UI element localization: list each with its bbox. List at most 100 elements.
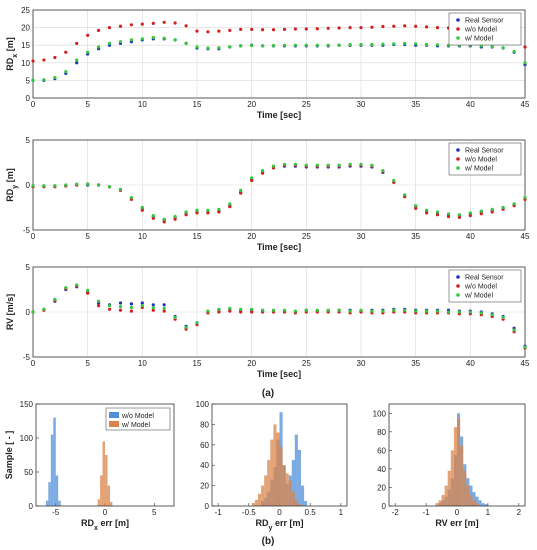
data-point xyxy=(86,288,90,292)
data-point xyxy=(53,76,57,80)
x-axis-label-unit: err [m] xyxy=(98,518,129,528)
x-axis-label-main: RD xyxy=(256,518,269,528)
legend-swatch xyxy=(109,412,119,418)
data-point xyxy=(173,21,177,25)
y-tick-label: 100 xyxy=(373,409,387,418)
series-0 xyxy=(45,417,61,506)
data-point xyxy=(479,311,483,315)
data-point xyxy=(250,176,254,180)
legend-entry: Real Sensor xyxy=(465,18,504,25)
x-tick-label: 1 xyxy=(339,508,344,517)
x-tick-label: 40 xyxy=(466,359,475,368)
histogram-bar xyxy=(438,500,442,506)
data-point xyxy=(261,308,265,312)
x-tick-label: 5 xyxy=(85,359,90,368)
data-point xyxy=(228,202,232,206)
data-point xyxy=(75,41,79,46)
histogram-bar xyxy=(276,432,280,506)
data-point xyxy=(151,21,155,25)
x-tick-label: 5 xyxy=(85,232,90,241)
data-point xyxy=(501,205,505,210)
data-point xyxy=(31,78,35,82)
legend-entry: w/ Model xyxy=(464,293,493,300)
data-point xyxy=(490,210,494,214)
data-point xyxy=(261,171,265,175)
x-tick-label: 1 xyxy=(486,508,491,517)
data-point xyxy=(425,309,429,313)
x-tick-label: 25 xyxy=(302,100,311,109)
data-point xyxy=(129,302,133,306)
histogram-bar xyxy=(48,482,51,506)
histogram-bar xyxy=(105,455,108,506)
x-tick-label: -2 xyxy=(392,508,400,517)
data-point xyxy=(414,42,418,46)
data-point xyxy=(228,28,232,32)
data-point xyxy=(403,308,407,312)
x-tick-label: 15 xyxy=(193,359,202,368)
legend: Real Sensor w/o Model w/ Model xyxy=(448,269,522,303)
data-point xyxy=(370,25,374,29)
legend-marker xyxy=(456,36,460,40)
data-point xyxy=(304,43,308,47)
x-axis-label: Time [sec] xyxy=(257,242,301,252)
data-point xyxy=(151,35,155,40)
data-point xyxy=(97,304,101,308)
x-axis-label: RV err [m] xyxy=(435,518,478,528)
data-point xyxy=(326,43,330,47)
x-axis-label-sub: x xyxy=(94,525,98,532)
y-axis-label-sub: y xyxy=(12,185,19,189)
data-point xyxy=(206,208,210,212)
x-tick-label: -0.5 xyxy=(242,508,256,517)
data-point xyxy=(348,26,352,30)
data-point xyxy=(271,44,276,48)
series-1 xyxy=(97,441,113,506)
legend-marker xyxy=(456,27,460,31)
data-point xyxy=(97,299,101,303)
histogram-bar xyxy=(288,480,292,506)
histogram-bar xyxy=(466,485,470,506)
data-point xyxy=(425,211,429,215)
data-point xyxy=(271,28,276,32)
data-point xyxy=(348,309,352,313)
y-axis-label: RDy [m] xyxy=(5,168,19,201)
data-point xyxy=(293,27,297,31)
data-point xyxy=(228,309,232,313)
data-point xyxy=(261,28,265,32)
x-tick-label: 15 xyxy=(193,232,202,241)
x-tick-label: 5 xyxy=(152,508,157,517)
data-point xyxy=(315,163,319,167)
histogram-bar xyxy=(285,473,289,506)
series-1 xyxy=(251,424,301,506)
data-point xyxy=(250,307,254,311)
data-point xyxy=(162,309,166,313)
data-point xyxy=(162,217,166,221)
legend-marker xyxy=(456,148,460,152)
data-point xyxy=(64,286,68,290)
y-tick-label: 40 xyxy=(200,461,209,470)
histogram-bar xyxy=(291,491,295,506)
data-point xyxy=(239,27,243,31)
histogram-bar xyxy=(481,503,485,506)
x-axis-label: Time [sec] xyxy=(257,110,301,120)
plot-frame xyxy=(35,403,175,507)
data-point xyxy=(326,163,330,167)
data-point xyxy=(359,42,363,47)
histogram-bar xyxy=(50,434,54,506)
histogram-bar xyxy=(279,446,283,506)
data-point xyxy=(195,29,199,33)
histogram-panel-rdy-err: -1 -0.5 0 0.5 1 0 20 40 60 80 100 RDy err [m] xyxy=(196,400,348,532)
histogram-bar xyxy=(58,500,61,506)
histogram-bar xyxy=(463,470,467,506)
plot-frame xyxy=(32,9,526,99)
data-point xyxy=(151,214,155,218)
legend-marker xyxy=(456,293,460,297)
data-point xyxy=(162,220,166,224)
histogram-bar xyxy=(453,427,457,506)
x-tick-label: 0 xyxy=(31,359,36,368)
legend-entry: w/ Model xyxy=(464,166,493,173)
data-point xyxy=(271,164,276,168)
data-point xyxy=(239,307,243,311)
data-point xyxy=(501,46,505,50)
